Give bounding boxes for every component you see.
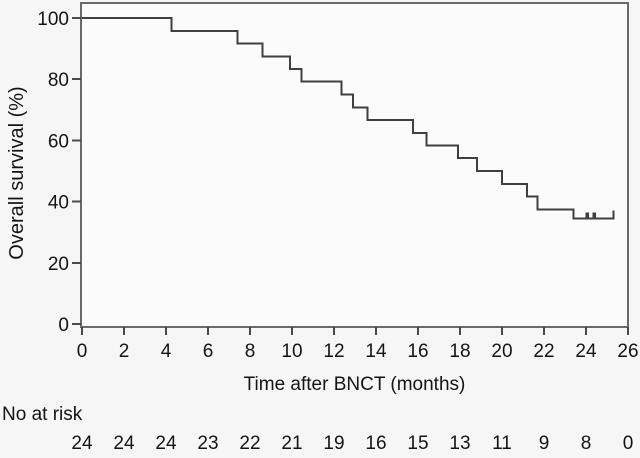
y-tick-label: 0 <box>58 315 69 336</box>
survival-curve <box>82 17 615 220</box>
x-tick-label: 4 <box>161 341 172 362</box>
risk-count: 9 <box>539 433 550 454</box>
x-tick-label: 18 <box>449 341 470 362</box>
x-tick-label: 0 <box>77 341 88 362</box>
risk-count: 24 <box>71 433 93 454</box>
y-tick-label: 60 <box>48 131 69 152</box>
risk-count: 0 <box>623 433 634 454</box>
y-tick-label: 40 <box>48 193 69 214</box>
x-tick-label: 6 <box>203 341 214 362</box>
risk-count: 24 <box>155 433 177 454</box>
x-tick-label: 10 <box>281 341 302 362</box>
risk-count: 23 <box>197 433 218 454</box>
x-tick-label: 26 <box>617 341 638 362</box>
risk-count: 8 <box>581 433 592 454</box>
y-tick-label: 20 <box>48 254 69 275</box>
risk-count: 22 <box>239 433 260 454</box>
number-at-risk-label: No at risk <box>2 404 83 425</box>
x-tick-label: 22 <box>533 341 554 362</box>
x-tick-label: 12 <box>323 341 344 362</box>
risk-count: 19 <box>323 433 344 454</box>
x-tick-label: 2 <box>119 341 130 362</box>
risk-count: 16 <box>365 433 386 454</box>
risk-count: 15 <box>407 433 428 454</box>
risk-count: 13 <box>449 433 470 454</box>
x-tick-label: 24 <box>575 341 597 362</box>
risk-count: 11 <box>492 433 512 454</box>
x-tick-label: 16 <box>407 341 428 362</box>
plot-frame <box>80 2 629 328</box>
x-axis-title: Time after BNCT (months) <box>243 374 466 395</box>
risk-count: 21 <box>281 433 302 454</box>
x-tick-label: 14 <box>365 341 387 362</box>
x-tick-label: 8 <box>245 341 256 362</box>
y-axis-title: Overall survival (%) <box>6 86 28 260</box>
x-tick-label: 20 <box>491 341 512 362</box>
y-tick-label: 100 <box>37 9 69 30</box>
y-tick-label: 80 <box>48 70 69 91</box>
risk-count: 24 <box>113 433 135 454</box>
